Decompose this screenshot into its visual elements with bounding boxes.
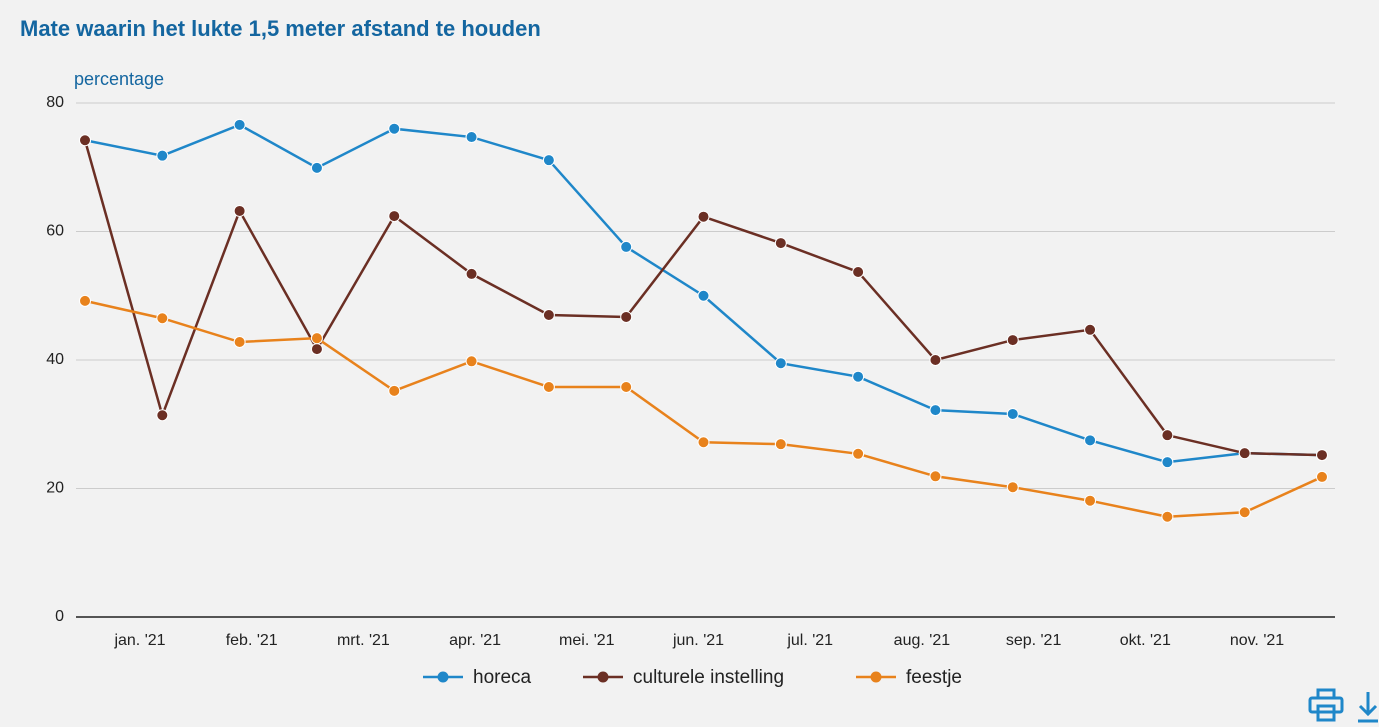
- data-point: [233, 336, 246, 349]
- data-point: [697, 436, 710, 449]
- data-point: [542, 154, 555, 167]
- download-icon[interactable]: [1358, 692, 1378, 723]
- x-tick-label: aug. '21: [894, 632, 951, 649]
- data-point: [929, 470, 942, 483]
- x-tick-label: nov. '21: [1230, 632, 1284, 649]
- y-tick-label: 60: [46, 223, 64, 240]
- data-point: [388, 122, 401, 135]
- data-point: [79, 294, 91, 307]
- data-point: [233, 204, 246, 217]
- x-tick-label: jan. '21: [113, 632, 165, 649]
- x-tick-label: feb. '21: [226, 632, 278, 649]
- data-point: [620, 380, 633, 393]
- x-tick-label: okt. '21: [1120, 632, 1171, 649]
- data-point: [852, 447, 865, 460]
- x-tick-label: mrt. '21: [337, 632, 390, 649]
- data-point: [1316, 449, 1328, 462]
- data-point: [156, 409, 169, 422]
- data-point: [1161, 456, 1174, 469]
- data-point: [620, 310, 633, 323]
- legend-marker: [870, 671, 882, 683]
- data-point: [79, 134, 91, 147]
- x-tick-label: jul. '21: [786, 632, 833, 649]
- legend-marker: [437, 671, 449, 683]
- data-point: [156, 312, 169, 325]
- x-tick-label: apr. '21: [449, 632, 501, 649]
- legend-marker: [597, 671, 609, 683]
- data-point: [310, 161, 323, 174]
- data-point: [542, 380, 555, 393]
- data-point: [774, 357, 787, 370]
- legend-label: culturele instelling: [633, 667, 784, 688]
- data-point: [774, 438, 787, 451]
- data-point: [1238, 506, 1251, 519]
- legend-label: horeca: [473, 667, 532, 688]
- chart-title: Mate waarin het lukte 1,5 meter afstand …: [20, 16, 541, 41]
- data-point: [774, 237, 787, 250]
- data-point: [1084, 434, 1097, 447]
- y-tick-label: 0: [55, 608, 64, 625]
- x-tick-label: mei. '21: [559, 632, 615, 649]
- x-tick-label: jun. '21: [672, 632, 724, 649]
- print-icon[interactable]: [1308, 688, 1344, 722]
- legend-label: feestje: [906, 667, 962, 688]
- data-point: [388, 210, 401, 223]
- data-point: [388, 384, 401, 397]
- y-tick-label: 80: [46, 94, 64, 111]
- data-point: [465, 131, 478, 144]
- data-point: [929, 354, 942, 366]
- data-point: [929, 404, 942, 417]
- x-tick-label: sep. '21: [1006, 632, 1062, 649]
- data-point: [542, 309, 555, 322]
- data-point: [465, 355, 478, 368]
- data-point: [697, 210, 710, 223]
- data-point: [1161, 510, 1174, 523]
- data-point: [1006, 334, 1019, 347]
- y-axis-label: percentage: [74, 69, 164, 89]
- data-point: [1006, 407, 1019, 420]
- data-point: [620, 240, 633, 253]
- series-line: [84, 299, 1323, 519]
- data-point: [156, 149, 169, 162]
- data-point: [852, 370, 865, 383]
- y-tick-label: 20: [46, 480, 64, 497]
- data-point: [465, 267, 478, 280]
- data-point: [310, 343, 323, 356]
- data-point: [1161, 429, 1174, 442]
- data-point: [1084, 323, 1097, 336]
- data-point: [1238, 447, 1251, 460]
- data-point: [233, 118, 246, 131]
- y-tick-label: 40: [46, 351, 64, 368]
- data-point: [310, 332, 323, 345]
- data-point: [852, 265, 865, 278]
- data-point: [1006, 481, 1019, 494]
- data-point: [1316, 470, 1328, 483]
- data-point: [697, 289, 710, 302]
- data-point: [1084, 494, 1097, 507]
